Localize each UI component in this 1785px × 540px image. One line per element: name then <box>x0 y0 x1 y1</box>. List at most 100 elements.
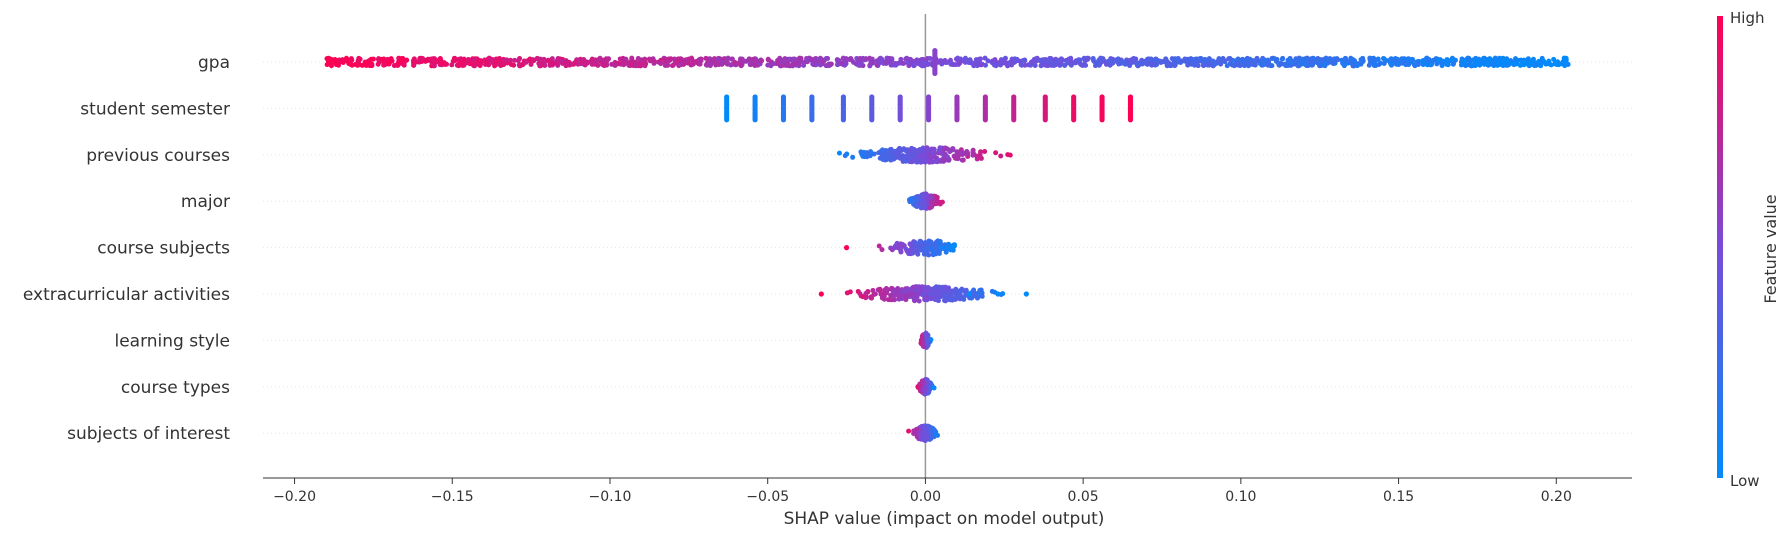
shap-point <box>847 289 853 295</box>
shap-point <box>919 193 925 199</box>
shap-point <box>954 117 960 123</box>
shap-point <box>1211 61 1217 67</box>
shap-point <box>1476 56 1482 62</box>
x-tick-label: 0.05 <box>1068 489 1099 505</box>
shap-point <box>1506 59 1512 65</box>
shap-point <box>1366 62 1372 68</box>
shap-point <box>597 56 603 62</box>
shap-point <box>1388 61 1394 67</box>
shap-point <box>922 159 928 165</box>
shap-point <box>449 62 455 68</box>
shap-point <box>1260 56 1266 62</box>
shap-point <box>749 59 755 65</box>
shap-point <box>1230 57 1236 63</box>
shap-point <box>933 201 939 207</box>
shap-point <box>941 293 947 299</box>
shap-point <box>1226 56 1232 62</box>
shap-point <box>1127 57 1133 63</box>
shap-point <box>898 249 904 255</box>
shap-point <box>924 294 930 300</box>
shap-point <box>1071 117 1077 123</box>
shap-point <box>919 336 925 342</box>
shap-point <box>926 387 932 393</box>
shap-point <box>1119 59 1125 65</box>
shap-point <box>914 196 920 202</box>
shap-point <box>467 61 473 67</box>
shap-point <box>1500 62 1506 68</box>
shap-point <box>1349 60 1355 66</box>
shap-point <box>927 55 933 61</box>
shap-point <box>1259 62 1265 68</box>
shap-point <box>732 59 738 65</box>
shap-point <box>1525 56 1531 62</box>
x-tick-label: −0.20 <box>273 489 316 505</box>
shap-point <box>346 61 352 67</box>
shap-point <box>652 58 658 64</box>
shap-point <box>876 243 882 249</box>
shap-point <box>1295 63 1301 69</box>
shap-point <box>966 291 973 297</box>
shap-point <box>848 55 854 61</box>
shap-point <box>877 286 883 292</box>
shap-point <box>898 241 904 247</box>
shap-point <box>817 56 823 62</box>
shap-point <box>969 295 975 301</box>
shap-point <box>858 61 864 67</box>
shap-point <box>1561 55 1567 61</box>
shap-point <box>998 153 1004 159</box>
shap-point <box>913 241 919 247</box>
shap-point <box>355 62 361 68</box>
shap-point <box>926 252 932 258</box>
shap-point <box>1175 56 1181 62</box>
shap-point <box>925 117 932 123</box>
shap-point <box>1205 62 1211 68</box>
shap-point <box>1170 62 1176 68</box>
shap-point <box>828 61 834 67</box>
shap-point <box>1000 291 1006 297</box>
shap-point <box>900 154 906 160</box>
shap-point <box>1152 57 1158 63</box>
shap-point <box>1375 57 1381 63</box>
shap-point <box>1447 58 1453 64</box>
shap-point <box>1266 62 1272 68</box>
shap-point <box>903 158 909 164</box>
shap-point <box>1530 56 1536 62</box>
shap-point <box>504 57 510 63</box>
shap-point <box>1052 61 1058 67</box>
shap-point <box>949 289 955 295</box>
shap-point <box>1234 60 1240 66</box>
shap-point <box>952 155 958 161</box>
shap-point <box>842 62 848 68</box>
shap-point <box>919 57 925 63</box>
shap-point <box>348 56 354 62</box>
shap-point <box>691 60 697 66</box>
shap-point <box>950 62 956 68</box>
shap-point <box>956 288 962 294</box>
shap-point <box>922 437 928 443</box>
shap-point <box>904 248 910 254</box>
shap-point <box>958 150 964 156</box>
shap-point <box>589 61 595 67</box>
shap-point <box>887 147 893 153</box>
shap-point <box>1108 59 1114 65</box>
shap-point <box>899 287 905 293</box>
feature-label: learning style <box>114 331 230 351</box>
shap-point <box>1485 60 1491 66</box>
shap-point <box>1103 61 1109 67</box>
shap-point <box>929 248 935 254</box>
shap-point <box>863 56 869 62</box>
shap-point <box>630 58 636 64</box>
shap-point <box>425 57 431 63</box>
shap-point <box>1515 57 1521 63</box>
shap-point <box>1096 57 1102 63</box>
shap-point <box>1401 56 1407 62</box>
shap-point <box>907 241 913 247</box>
shap-point <box>784 61 790 67</box>
shap-point <box>932 70 938 76</box>
shap-point <box>391 63 397 69</box>
shap-point <box>771 61 777 67</box>
shap-point <box>917 146 923 152</box>
shap-point <box>963 287 969 293</box>
shap-point <box>461 56 467 62</box>
feature-label: major <box>181 192 230 212</box>
